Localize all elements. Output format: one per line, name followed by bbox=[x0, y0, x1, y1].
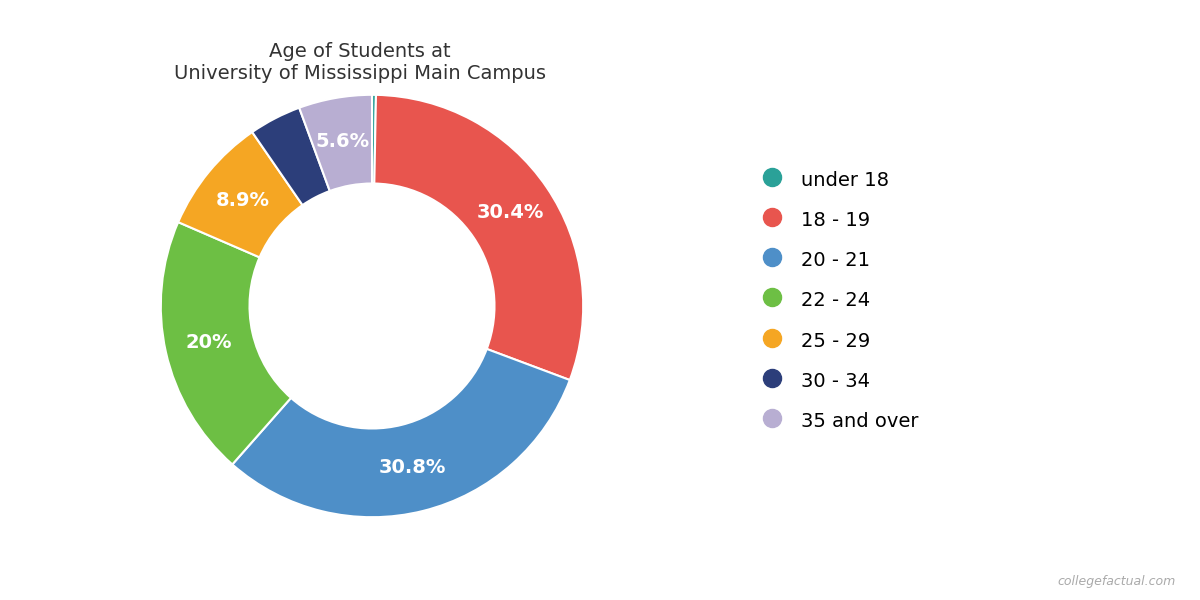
Text: collegefactual.com: collegefactual.com bbox=[1057, 575, 1176, 588]
Legend: under 18, 18 - 19, 20 - 21, 22 - 24, 25 - 29, 30 - 34, 35 and over: under 18, 18 - 19, 20 - 21, 22 - 24, 25 … bbox=[752, 158, 929, 442]
Wedge shape bbox=[161, 222, 290, 464]
Text: 5.6%: 5.6% bbox=[316, 132, 370, 151]
Text: 8.9%: 8.9% bbox=[216, 191, 270, 209]
Text: 30.8%: 30.8% bbox=[379, 458, 446, 478]
Wedge shape bbox=[372, 95, 376, 184]
Wedge shape bbox=[252, 108, 330, 205]
Wedge shape bbox=[299, 95, 372, 191]
Text: Age of Students at
University of Mississippi Main Campus: Age of Students at University of Mississ… bbox=[174, 42, 546, 83]
Text: 20%: 20% bbox=[186, 333, 233, 352]
Text: 30.4%: 30.4% bbox=[476, 203, 544, 222]
Wedge shape bbox=[374, 95, 583, 380]
Wedge shape bbox=[233, 349, 570, 517]
Wedge shape bbox=[178, 132, 302, 257]
